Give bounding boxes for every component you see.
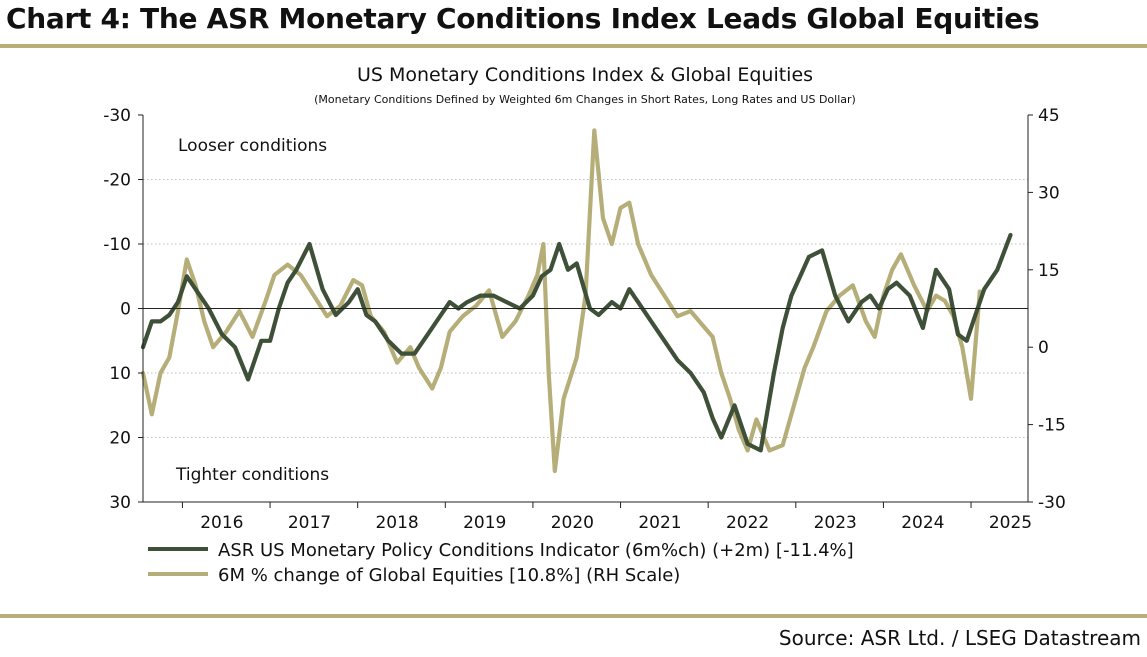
- left-tick-label: 20: [109, 429, 131, 449]
- x-tick-label: 2025: [989, 513, 1032, 533]
- left-tick-label: -30: [103, 106, 131, 126]
- x-tick-label: 2019: [463, 513, 506, 533]
- gridlines: [143, 179, 1028, 438]
- annotation-looser: Looser conditions: [178, 136, 327, 156]
- equities-line: [140, 128, 982, 474]
- left-tick-label: 10: [109, 364, 131, 384]
- x-tick-label: 2018: [375, 513, 418, 533]
- legend-label-equities: 6M % change of Global Equities [10.8%] (…: [218, 565, 680, 586]
- chart-canvas: US Monetary Conditions Index & Global Eq…: [103, 64, 1066, 586]
- left-axis-ticks: -30 -20 -10 0 10 20 30: [103, 106, 143, 513]
- x-tick-label: 2024: [901, 513, 944, 533]
- right-tick-label: 30: [1038, 183, 1060, 203]
- chart-subtitle: (Monetary Conditions Defined by Weighted…: [314, 93, 856, 106]
- right-tick-label: 0: [1038, 338, 1049, 358]
- plot-series: [140, 128, 1013, 474]
- x-tick-label: 2017: [288, 513, 331, 533]
- source-note: Source: ASR Ltd. / LSEG Datastream: [778, 626, 1141, 650]
- right-tick-label: 45: [1038, 106, 1060, 126]
- axes: [142, 115, 1029, 503]
- right-tick-label: -30: [1038, 493, 1066, 513]
- chart-number-title: Chart 4: The ASR Monetary Conditions Ind…: [6, 2, 1040, 35]
- left-tick-label: 30: [109, 493, 131, 513]
- right-tick-label: -15: [1038, 416, 1066, 436]
- legend: ASR US Monetary Policy Conditions Indica…: [148, 540, 854, 586]
- x-axis-ticks: 2016 2017 2018 2019 2020 2021 2022 2023 2024 2025: [181, 502, 1032, 533]
- chart-title: US Monetary Conditions Index & Global Eq…: [357, 64, 813, 86]
- bottom-rule: [0, 614, 1147, 618]
- left-tick-label: 0: [120, 300, 131, 320]
- x-tick-label: 2021: [638, 513, 681, 533]
- x-tick-label: 2023: [814, 513, 857, 533]
- right-axis-ticks: 45 30 15 0 -15 -30: [1028, 106, 1066, 513]
- legend-label-mci: ASR US Monetary Policy Conditions Indica…: [218, 540, 854, 561]
- top-rule: [0, 44, 1147, 48]
- x-tick-label: 2022: [726, 513, 769, 533]
- left-tick-label: -10: [103, 235, 131, 255]
- right-tick-label: 15: [1038, 261, 1060, 281]
- mci-line: [140, 232, 1013, 453]
- annotation-tighter: Tighter conditions: [175, 465, 329, 485]
- x-tick-label: 2016: [200, 513, 243, 533]
- x-tick-label: 2020: [551, 513, 594, 533]
- left-tick-label: -20: [103, 171, 131, 191]
